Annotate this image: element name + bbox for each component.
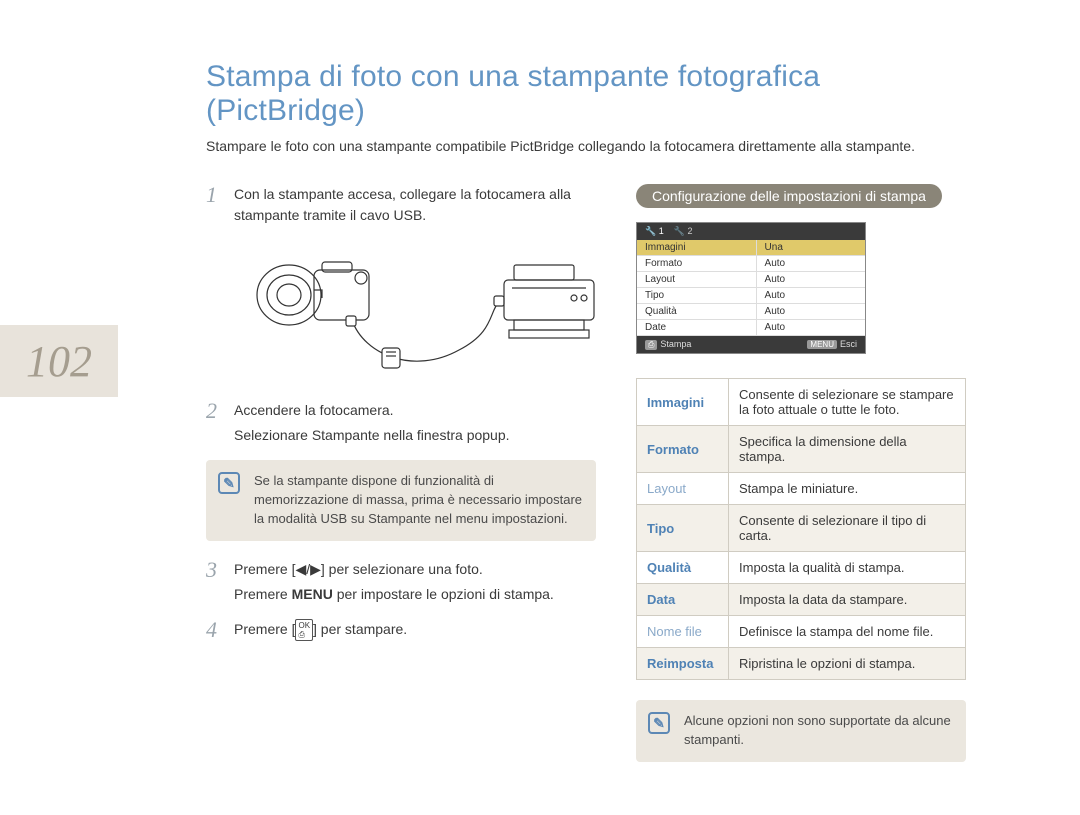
screen-val: Auto [756,304,865,319]
screen-row: FormatoAuto [637,256,865,272]
step-number: 3 [206,559,222,605]
t: per impostare le opzioni di stampa. [333,586,554,602]
note-text: Se la stampante dispone di funzionalità … [254,473,582,526]
camera-screen-mock: 🔧 1 🔧 2 ImmaginiUnaFormatoAutoLayoutAuto… [636,222,866,354]
screen-row: TipoAuto [637,288,865,304]
step-number: 4 [206,619,222,641]
option-desc: Imposta la data da stampare. [729,584,966,616]
option-row: LayoutStampa le miniature. [637,473,966,505]
option-desc: Imposta la qualità di stampa. [729,552,966,584]
note-icon: ✎ [648,712,670,734]
left-column: 1 Con la stampante accesa, collegare la … [206,184,596,780]
option-row: ImmaginiConsente di selezionare se stamp… [637,379,966,426]
screen-key: Immagini [637,240,756,255]
option-key: Tipo [637,505,729,552]
camera-printer-diagram [234,240,604,380]
option-row: ReimpostaRipristina le opzioni di stampa… [637,648,966,680]
step-text: Premere [OK⎙] per stampare. [234,619,407,641]
wrench-icon: 🔧 [645,226,656,236]
print-options-table: ImmaginiConsente di selezionare se stamp… [636,378,966,680]
page-number: 102 [26,336,92,387]
screen-key: Formato [637,256,756,271]
step-main: Accendere la fotocamera. [234,400,510,421]
screen-key: Layout [637,272,756,287]
step-2: 2 Accendere la fotocamera. Selezionare S… [206,400,596,446]
option-row: FormatoSpecifica la dimensione della sta… [637,426,966,473]
screen-val: Auto [756,320,865,335]
wrench-icon: 🔧 [674,226,685,236]
screen-key: Qualità [637,304,756,319]
screen-val: Auto [756,288,865,303]
menu-key-icon: MENU [807,340,837,349]
step-text: Premere [◀/▶] per selezionare una foto. … [234,559,554,605]
screen-row: DateAuto [637,320,865,336]
screen-val: Auto [756,256,865,271]
screen-val: Auto [756,272,865,287]
option-desc: Consente di selezionare se stampare la f… [729,379,966,426]
option-key: Nome file [637,616,729,648]
step-1: 1 Con la stampante accesa, collegare la … [206,184,596,226]
step-4: 4 Premere [OK⎙] per stampare. [206,619,596,641]
screen-footer: ⎙Stampa MENUEsci [637,336,865,353]
left-right-icon: ◀/▶ [295,561,320,577]
t: Premere [ [234,621,295,637]
option-key: Immagini [637,379,729,426]
option-desc: Stampa le miniature. [729,473,966,505]
t: Premere [234,586,292,602]
print-key-icon: ⎙ [645,340,657,350]
screen-val: Una [756,240,865,255]
footer-print: Stampa [660,339,691,349]
step-text: Accendere la fotocamera. Selezionare Sta… [234,400,510,446]
screen-row: LayoutAuto [637,272,865,288]
note-text: Alcune opzioni non sono supportate da al… [684,713,951,747]
option-desc: Definisce la stampa del nome file. [729,616,966,648]
step-3: 3 Premere [◀/▶] per selezionare una foto… [206,559,596,605]
screen-row: QualitàAuto [637,304,865,320]
option-desc: Consente di selezionare il tipo di carta… [729,505,966,552]
tab-1: 1 [659,226,664,236]
note-compat: ✎ Alcune opzioni non sono supportate da … [636,700,966,762]
option-key: Formato [637,426,729,473]
page-number-tab: 102 [0,325,118,397]
option-key: Reimposta [637,648,729,680]
step-text: Con la stampante accesa, collegare la fo… [234,184,596,226]
right-column: Configurazione delle impostazioni di sta… [636,184,966,780]
note-usb-mode: ✎ Se la stampante dispone di funzionalit… [206,460,596,541]
screen-key: Tipo [637,288,756,303]
settings-header: Configurazione delle impostazioni di sta… [636,184,942,208]
screen-row: ImmaginiUna [637,240,865,256]
page-content: Stampa di foto con una stampante fotogra… [206,60,966,780]
option-row: QualitàImposta la qualità di stampa. [637,552,966,584]
t: ] per stampare. [313,621,407,637]
option-key: Data [637,584,729,616]
ok-print-key-icon: OK⎙ [295,619,313,641]
note-icon: ✎ [218,472,240,494]
option-desc: Ripristina le opzioni di stampa. [729,648,966,680]
step-number: 1 [206,184,222,226]
t: Premere [ [234,561,295,577]
page-title: Stampa di foto con una stampante fotogra… [206,60,966,128]
step-number: 2 [206,400,222,446]
option-key: Qualità [637,552,729,584]
page-subtitle: Stampare le foto con una stampante compa… [206,138,966,154]
screen-tabs: 🔧 1 🔧 2 [637,223,865,240]
tab-2: 2 [688,226,693,236]
option-key: Layout [637,473,729,505]
option-desc: Specifica la dimensione della stampa. [729,426,966,473]
menu-key: MENU [292,586,333,602]
option-row: TipoConsente di selezionare il tipo di c… [637,505,966,552]
option-row: Nome fileDefinisce la stampa del nome fi… [637,616,966,648]
t: ] per selezionare una foto. [321,561,483,577]
option-row: DataImposta la data da stampare. [637,584,966,616]
screen-key: Date [637,320,756,335]
footer-exit: Esci [840,339,857,349]
step-sub: Selezionare Stampante nella finestra pop… [234,425,510,446]
